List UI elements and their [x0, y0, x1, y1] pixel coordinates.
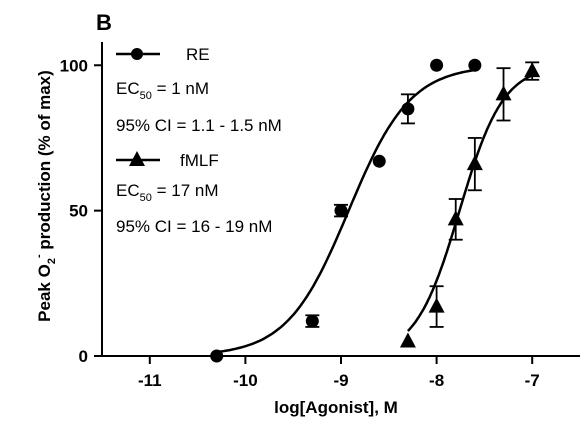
fit-curve-fmlf [406, 74, 533, 332]
x-tick-label: -10 [233, 371, 258, 390]
data-point-re [430, 58, 444, 72]
data-point-fmlf [428, 297, 445, 313]
annotation-re-ec50: EC50 = 1 nM [116, 79, 209, 102]
legend-entry-re: RE [116, 45, 210, 64]
data-point-fmlf [447, 210, 464, 226]
annotation-re-ci: 95% CI = 1.1 - 1.5 nM [116, 116, 282, 135]
y-axis-label-pre: Peak O [35, 264, 54, 322]
legend-marker-re [131, 48, 143, 60]
y-tick-label: 100 [60, 56, 88, 75]
error-bars [305, 61, 540, 328]
annotation-fmlf-ec50-sub: 50 [140, 192, 152, 204]
x-ticks: -11 -10 -9 -8 -7 [138, 356, 540, 390]
annotation-fmlf-ci: 95% CI = 16 - 19 nM [116, 217, 272, 236]
x-axis-label: log[Agonist], M [274, 398, 398, 417]
data-point-fmlf [524, 62, 541, 78]
data-point-re [305, 314, 319, 328]
annotation-fmlf-ec50: EC50 = 17 nM [116, 181, 219, 204]
y-axis-label-post: production (% of max) [35, 70, 54, 254]
legend-label-re: RE [186, 45, 210, 64]
data-point-fmlf [399, 332, 416, 348]
annotation-fmlf-ec50-post: = 17 nM [152, 181, 219, 200]
data-point-re [468, 58, 482, 72]
data-point-re [334, 204, 348, 218]
data-points [210, 58, 541, 363]
y-axis-label-sup: - [33, 254, 45, 258]
legend-entry-fmlf: fMLF [116, 151, 219, 170]
y-tick-label: 50 [69, 202, 88, 221]
legend: RE EC50 = 1 nM 95% CI = 1.1 - 1.5 nM fML… [116, 45, 282, 236]
x-tick-label: -9 [333, 371, 348, 390]
legend-marker-fmlf [129, 151, 145, 166]
data-point-fmlf [466, 155, 483, 171]
x-tick-label: -8 [429, 371, 444, 390]
x-tick-label: -7 [525, 371, 540, 390]
y-tick-label: 0 [79, 347, 88, 366]
data-point-re [401, 102, 415, 116]
annotation-re-ec50-pre: EC [116, 79, 140, 98]
annotation-fmlf-ec50-pre: EC [116, 181, 140, 200]
y-ticks: 0 50 100 [60, 56, 102, 366]
y-axis-label: Peak O2- production (% of max) [33, 70, 58, 322]
data-point-re [210, 349, 224, 363]
data-point-fmlf [495, 85, 512, 101]
annotation-re-ec50-sub: 50 [140, 90, 152, 102]
annotation-re-ec50-post: = 1 nM [152, 79, 209, 98]
fit-curve-re [216, 68, 475, 354]
y-axis-label-sub: 2 [46, 258, 58, 264]
fit-curves [216, 68, 533, 354]
data-point-re [372, 154, 386, 168]
legend-label-fmlf: fMLF [180, 151, 219, 170]
x-tick-label: -11 [138, 371, 162, 390]
panel-label: B [96, 10, 112, 35]
